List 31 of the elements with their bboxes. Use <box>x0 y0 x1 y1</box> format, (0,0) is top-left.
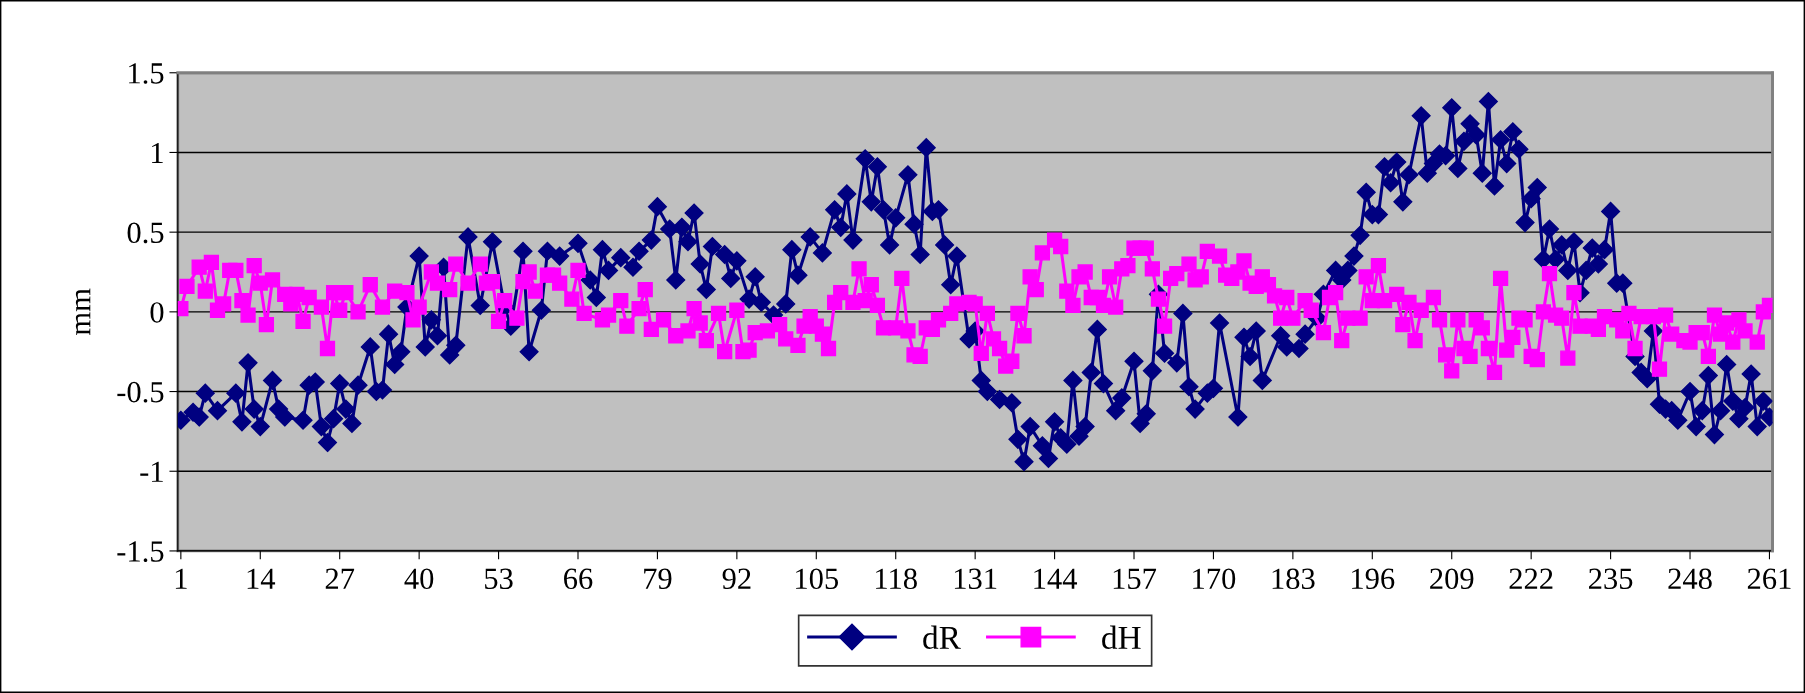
y-tick-label: 1.5 <box>129 63 164 84</box>
y-tick-label: 1 <box>152 142 163 164</box>
x-tick-label: 157 <box>1113 568 1157 590</box>
x-tick-label: 53 <box>485 568 513 590</box>
x-tick-label: 261 <box>1747 568 1791 590</box>
x-tick-label: 196 <box>1352 568 1395 590</box>
x-tick-label: 105 <box>796 568 839 590</box>
x-tick-label: 27 <box>325 568 355 589</box>
x-tick-label: 40 <box>404 568 434 590</box>
y-tick-label: 0 <box>150 302 164 323</box>
x-tick-label: 222 <box>1509 568 1553 589</box>
x-tick-label: 183 <box>1272 568 1315 590</box>
x-tick-label: 209 <box>1430 568 1474 590</box>
x-tick-label: 14 <box>247 568 276 589</box>
x-tick-label: 92 <box>722 568 751 590</box>
y-tick-label: -1.5 <box>117 541 164 562</box>
x-tick-label: 235 <box>1589 568 1633 590</box>
legend-label: dR <box>923 625 961 650</box>
y-axis-title: mm <box>75 288 91 335</box>
x-tick-label: 79 <box>644 568 672 590</box>
x-tick-label: 248 <box>1668 568 1712 590</box>
x-tick-label: 131 <box>954 568 997 590</box>
x-tick-label: 170 <box>1193 568 1236 590</box>
legend-label: dH <box>1102 625 1141 650</box>
y-tick-label: 0.5 <box>127 222 164 244</box>
y-tick-label: -1 <box>140 461 163 482</box>
x-tick-label: 118 <box>876 568 917 590</box>
x-tick-label: 144 <box>1034 568 1078 589</box>
y-tick-label: -0.5 <box>117 381 164 403</box>
x-tick-label: 66 <box>564 568 593 590</box>
x-tick-label: 1 <box>175 568 187 589</box>
